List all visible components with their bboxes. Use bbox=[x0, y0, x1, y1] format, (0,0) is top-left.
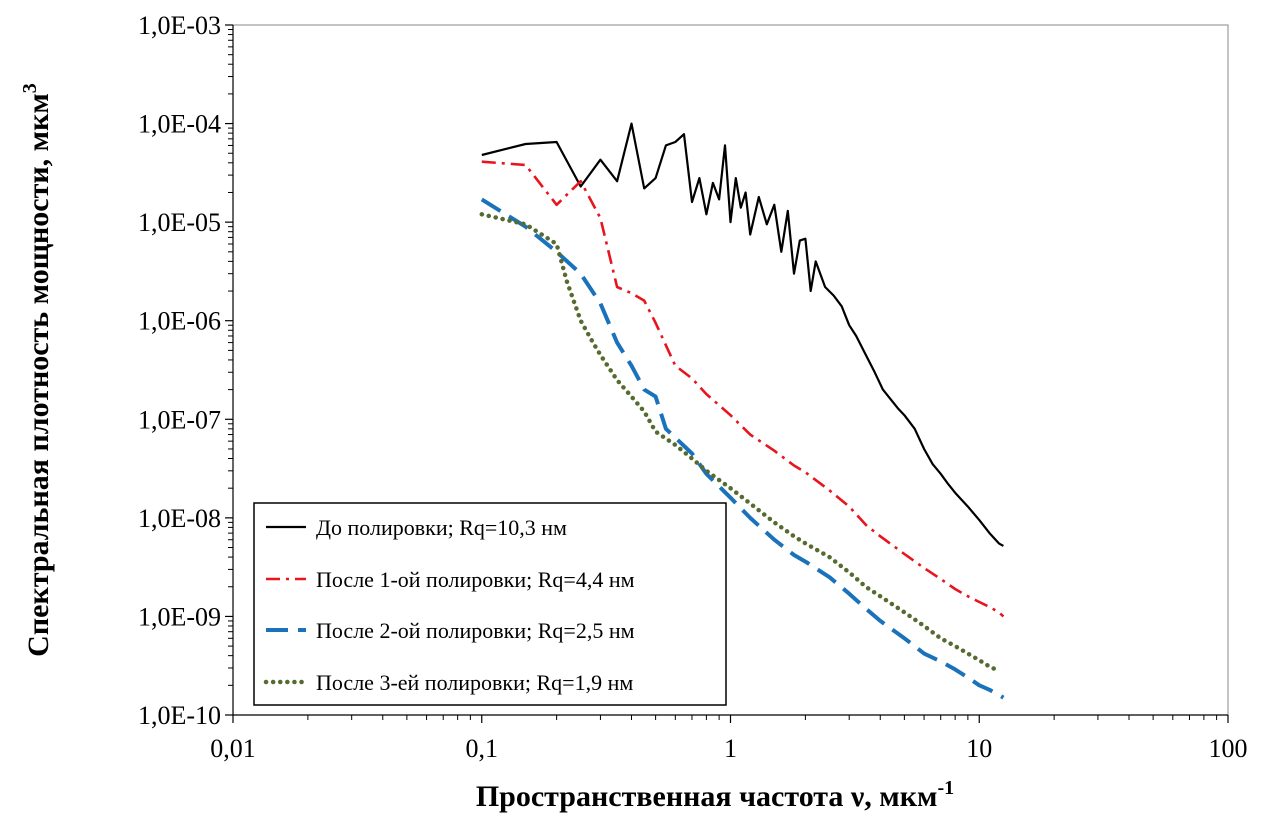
x-axis-title-sup: -1 bbox=[937, 777, 954, 799]
series-line-3 bbox=[480, 197, 1005, 700]
series-line-2 bbox=[481, 160, 1005, 618]
y-tick-label: 1,0E-09 bbox=[138, 602, 221, 631]
y-axis-title-sup: 3 bbox=[19, 83, 41, 93]
y-axis-title: Спектральная плотность мощности, мкм3 bbox=[19, 83, 55, 657]
x-axis-title: Пространственная частота ν, мкм-1 bbox=[476, 777, 954, 813]
legend: До полировки; Rq=10,3 нм После 1-ой полир… bbox=[253, 502, 727, 706]
y-axis-title-text: Спектральная плотность мощности, мкм bbox=[22, 93, 55, 657]
ticks: 0,01 0,1 1 10 100 1,0E-03 1,0E-04 1,0E-05 1,0E-0… bbox=[138, 11, 1248, 763]
x-tick-label: 0,1 bbox=[466, 734, 499, 763]
y-tick-label: 1,0E-07 bbox=[138, 405, 221, 434]
legend-label-1: До полировки; Rq=10,3 нм bbox=[316, 515, 567, 540]
y-tick-label: 1,0E-10 bbox=[138, 701, 221, 730]
x-axis-title-text: Пространственная частота ν, мкм bbox=[476, 780, 938, 813]
y-tick-label: 1,0E-08 bbox=[138, 504, 221, 533]
legend-label-4: После 3-ей полировки; Rq=1,9 нм bbox=[316, 670, 633, 695]
y-tick-label: 1,0E-05 bbox=[138, 208, 221, 237]
legend-box bbox=[253, 502, 727, 706]
x-tick-label: 10 bbox=[966, 734, 992, 763]
y-tick-label: 1,0E-06 bbox=[138, 307, 221, 336]
y-tick-label: 1,0E-04 bbox=[138, 110, 221, 139]
series-line-1 bbox=[481, 122, 1004, 547]
y-tick-label: 1,0E-03 bbox=[138, 11, 221, 40]
series-layer bbox=[479, 122, 1005, 700]
x-tick-label: 0,01 bbox=[210, 734, 256, 763]
legend-label-2: После 1-ой полировки; Rq=4,4 нм bbox=[316, 567, 635, 592]
legend-label-3: После 2-ой полировки; Rq=2,5 нм bbox=[316, 618, 635, 643]
x-tick-label: 100 bbox=[1209, 734, 1248, 763]
x-tick-label: 1 bbox=[724, 734, 737, 763]
